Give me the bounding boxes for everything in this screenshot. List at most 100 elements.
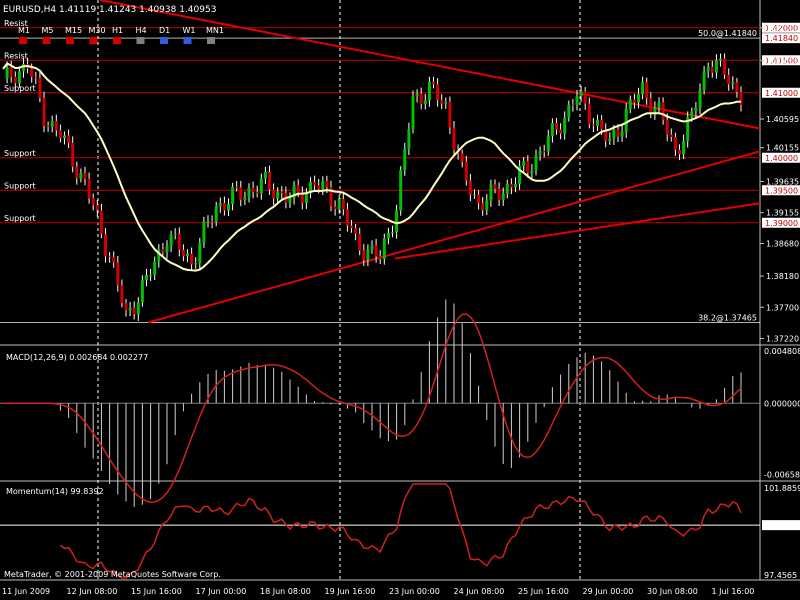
candle-body-89[interactable]	[366, 249, 370, 261]
candle-body-105[interactable]	[432, 81, 435, 85]
candle-body-110[interactable]	[452, 127, 456, 151]
candle-body-176[interactable]	[723, 58, 727, 75]
candle-body-142[interactable]	[583, 91, 587, 104]
timeframe-mn1-button[interactable]	[207, 37, 215, 44]
candle-body-125[interactable]	[514, 183, 517, 188]
timeframe-m30-label[interactable]: M30	[89, 26, 106, 35]
candle-body-100[interactable]	[411, 95, 415, 130]
candle-body-154[interactable]	[632, 99, 636, 103]
candle-body-33[interactable]	[136, 302, 140, 315]
candle-body-121[interactable]	[497, 188, 501, 200]
candle-body-169[interactable]	[694, 107, 698, 112]
candle-body-20[interactable]	[83, 173, 87, 179]
candle-body-25[interactable]	[104, 234, 107, 257]
candle-body-40[interactable]	[165, 246, 169, 253]
candle-body-156[interactable]	[641, 82, 645, 95]
candle-body-163[interactable]	[669, 134, 673, 138]
candle-body-102[interactable]	[419, 93, 423, 105]
candle-body-116[interactable]	[477, 194, 481, 204]
candle-body-27[interactable]	[112, 257, 116, 263]
candle-body-128[interactable]	[526, 161, 530, 174]
candle-body-13[interactable]	[54, 121, 58, 131]
candle-body-18[interactable]	[75, 166, 79, 179]
candle-body-103[interactable]	[423, 100, 427, 105]
candle-body-17[interactable]	[71, 142, 75, 167]
candle-body-31[interactable]	[128, 307, 132, 311]
candle-body-79[interactable]	[325, 180, 329, 188]
candle-body-138[interactable]	[567, 104, 571, 118]
timeframe-d1-label[interactable]: D1	[159, 26, 170, 35]
candle-body-144[interactable]	[591, 124, 595, 126]
candle-body-161[interactable]	[661, 102, 665, 120]
candle-body-7[interactable]	[30, 68, 34, 77]
candle-body-127[interactable]	[522, 161, 526, 166]
candle-body-145[interactable]	[596, 119, 599, 126]
candle-body-62[interactable]	[255, 191, 259, 194]
candle-body-37[interactable]	[153, 261, 157, 276]
candle-body-178[interactable]	[731, 82, 735, 85]
timeframe-h4-label[interactable]: H4	[136, 26, 147, 35]
candle-body-152[interactable]	[624, 108, 628, 132]
candle-body-60[interactable]	[247, 187, 251, 197]
candle-body-155[interactable]	[637, 94, 640, 103]
candle-body-179[interactable]	[735, 82, 739, 92]
candle-body-98[interactable]	[403, 148, 407, 171]
candle-body-39[interactable]	[161, 249, 165, 253]
timeframe-m30-button[interactable]	[89, 37, 98, 44]
candle-body-48[interactable]	[198, 242, 202, 264]
timeframe-w1-label[interactable]: W1	[183, 26, 196, 35]
candle-body-3[interactable]	[13, 76, 17, 84]
candle-body-126[interactable]	[518, 165, 522, 184]
candle-body-131[interactable]	[538, 150, 542, 155]
candle-body-174[interactable]	[714, 60, 718, 73]
candle-body-4[interactable]	[17, 71, 21, 84]
candle-body-124[interactable]	[509, 183, 513, 188]
candle-body-94[interactable]	[386, 232, 390, 239]
candle-body-61[interactable]	[251, 187, 255, 192]
candle-body-56[interactable]	[231, 186, 235, 205]
candle-body-15[interactable]	[63, 135, 66, 139]
candle-body-109[interactable]	[448, 101, 452, 128]
candle-body-135[interactable]	[555, 123, 558, 130]
timeframe-h1-label[interactable]: H1	[112, 26, 123, 35]
candle-body-71[interactable]	[292, 185, 296, 199]
candle-body-9[interactable]	[38, 77, 42, 98]
candle-body-95[interactable]	[391, 232, 394, 234]
candle-body-123[interactable]	[505, 183, 509, 194]
candle-body-68[interactable]	[280, 191, 284, 194]
candle-body-101[interactable]	[415, 93, 419, 96]
candle-body-58[interactable]	[239, 187, 243, 200]
candle-body-10[interactable]	[42, 97, 46, 126]
candle-body-92[interactable]	[378, 256, 382, 259]
candle-body-74[interactable]	[304, 193, 308, 204]
candle-body-57[interactable]	[235, 186, 239, 188]
candle-body-90[interactable]	[370, 245, 374, 250]
candle-body-53[interactable]	[218, 202, 222, 207]
candle-body-151[interactable]	[620, 131, 624, 137]
candle-body-81[interactable]	[333, 206, 337, 210]
candle-body-88[interactable]	[362, 250, 366, 261]
candle-body-86[interactable]	[354, 228, 358, 234]
candle-body-11[interactable]	[46, 125, 50, 127]
candle-body-66[interactable]	[272, 189, 276, 199]
candle-body-21[interactable]	[87, 178, 91, 199]
candle-body-97[interactable]	[399, 170, 403, 211]
timeframe-mn1-label[interactable]: MN1	[206, 26, 224, 35]
candle-body-64[interactable]	[263, 172, 267, 179]
candle-body-82[interactable]	[337, 198, 341, 210]
candle-body-113[interactable]	[464, 161, 468, 181]
candle-body-133[interactable]	[546, 136, 550, 152]
candle-body-41[interactable]	[169, 234, 173, 247]
candle-body-119[interactable]	[489, 184, 493, 201]
candle-body-157[interactable]	[645, 82, 649, 99]
candle-body-32[interactable]	[132, 307, 136, 315]
timeframe-m5-button[interactable]	[42, 37, 51, 44]
candle-body-59[interactable]	[243, 196, 247, 200]
candle-body-160[interactable]	[657, 102, 661, 108]
candle-body-130[interactable]	[534, 154, 538, 171]
candle-body-36[interactable]	[149, 275, 153, 277]
candle-body-22[interactable]	[91, 198, 95, 206]
candle-body-171[interactable]	[702, 71, 706, 91]
candle-body-24[interactable]	[99, 210, 103, 235]
